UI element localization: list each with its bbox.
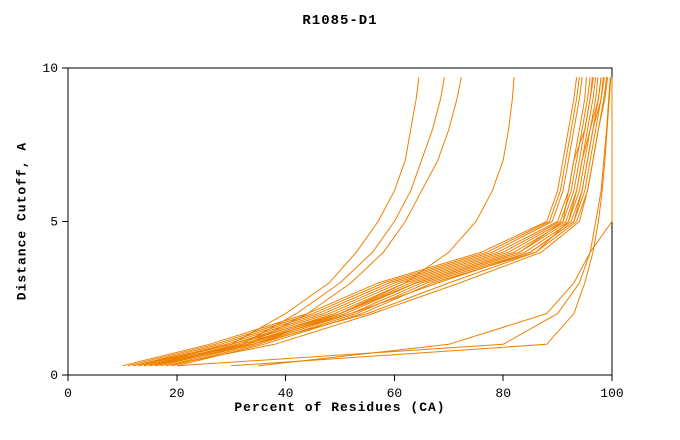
y-tick-label: 5 [50,215,58,230]
model-curve-model-04 [144,77,591,367]
model-curve-model-20 [231,77,612,367]
x-tick-label: 40 [278,386,294,401]
model-curve-model-13 [154,77,602,367]
model-curve-model-19 [154,77,515,367]
x-axis-label: Percent of Residues (CA) [234,400,446,415]
model-curve-model-21 [176,77,611,367]
x-tick-label: 100 [600,386,623,401]
chart-title: R1085-D1 [302,13,378,29]
x-tick-label: 20 [169,386,185,401]
model-curve-model-14 [144,77,605,367]
model-curve-model-02 [133,77,583,367]
model-curve-model-11 [127,77,580,367]
y-axis-label: Distance Cutoff, A [14,141,30,301]
y-tick-label: 10 [42,61,58,76]
x-tick-label: 0 [64,386,72,401]
x-tick-label: 80 [495,386,511,401]
model-curve-model-12 [133,77,594,367]
model-curve-model-16 [138,77,420,367]
model-curve-model-08 [165,77,602,367]
model-curve-model-06 [154,77,597,367]
model-curve-model-05 [149,77,593,367]
model-curve-model-18 [149,77,462,367]
y-tick-label: 0 [50,368,58,383]
model-curve-model-01 [122,77,578,367]
model-curves [122,77,613,367]
x-tick-label: 60 [387,386,403,401]
model-curve-model-07 [160,77,599,367]
model-curve-model-22 [258,77,613,367]
model-curve-model-09 [171,77,604,367]
model-curve-model-03 [138,77,587,367]
model-curve-model-17 [144,77,445,367]
model-curve-model-15 [165,77,609,367]
